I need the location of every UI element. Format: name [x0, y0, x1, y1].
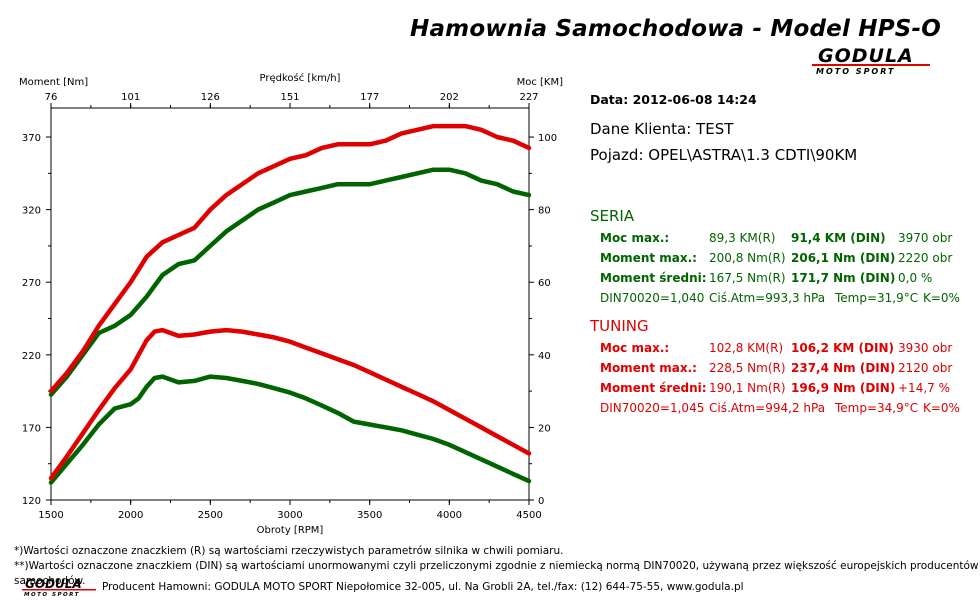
seria-avg-label: Moment średni:: [600, 271, 707, 285]
seria-torque-din: 206,1 Nm (DIN): [791, 251, 896, 265]
y-right-tick-label: 100: [538, 133, 557, 144]
x-tick-label: 2000: [118, 510, 143, 521]
seria-avg-din: 171,7 Nm (DIN): [791, 271, 896, 285]
tuning-torque-r: 228,5 Nm(R): [709, 361, 786, 375]
footnotes: *)Wartości oznaczone znaczkiem (R) są wa…: [14, 544, 980, 589]
seria-pressure: Ciś.Atm=993,3 hPa: [709, 291, 826, 305]
top-tick-label: 202: [440, 92, 459, 103]
y-left-axis-label: Moment [Nm]: [19, 77, 88, 88]
seria-torque-rpm: 2220 obr: [898, 251, 953, 265]
y-left-tick-label: 270: [22, 278, 41, 289]
tuning-k: K=0%: [923, 401, 960, 415]
x-tick-label: 2500: [198, 510, 223, 521]
series-line-seria-moment: [48, 374, 532, 485]
tuning-torque-label: Moment max.:: [600, 361, 697, 375]
x-tick-label: 3500: [357, 510, 382, 521]
x-tick-label: 4500: [516, 510, 541, 521]
x-axis-label: Obroty [RPM]: [257, 525, 324, 536]
seria-avg-r: 167,5 Nm(R): [709, 271, 786, 285]
tuning-power-rpm: 3930 obr: [898, 341, 953, 355]
x-tick-label: 1500: [38, 510, 63, 521]
logo-subtitle: MOTO SPORT: [816, 67, 896, 76]
tuning-din-norm: DIN70020=1,045: [600, 401, 705, 415]
seria-temp: Temp=31,9°C: [835, 291, 919, 305]
godula-logo-graphic: GODULA MOTO SPORT: [812, 45, 930, 76]
page-title: Hamownia Samochodowa - Model HPS-O: [410, 16, 942, 42]
tuning-torque-din: 237,4 Nm (DIN): [791, 361, 896, 375]
godula-logo-small: GODULA MOTO SPORT: [22, 577, 96, 598]
plot-frame: [50, 107, 530, 501]
y-right-axis-label: Moc [KM]: [517, 77, 564, 88]
top-tick-label: 101: [121, 92, 140, 103]
logo-small-subtitle: MOTO SPORT: [24, 592, 80, 597]
y-right-tick-label: 40: [538, 351, 551, 362]
tuning-power-r: 102,8 KM(R): [709, 341, 784, 355]
top-tick-label: 151: [280, 92, 299, 103]
y-left-tick-label: 170: [22, 423, 41, 434]
y-left-tick-label: 320: [22, 206, 41, 217]
seria-power-din: 91,4 KM (DIN): [791, 231, 886, 245]
dyno-chart: 1500 76 2000 101 2500 126 3000 151 3500 177 4000 20…: [19, 72, 564, 536]
seria-din-norm: DIN70020=1,040: [600, 291, 705, 305]
tuning-power-label: Moc max.:: [600, 341, 670, 355]
seria-heading: SERIA: [590, 207, 635, 225]
y-left-tick-label: 220: [22, 351, 41, 362]
y-right-tick-label: 0: [538, 496, 544, 507]
tuning-power-din: 106,2 KM (DIN): [791, 341, 894, 355]
seria-power-r: 89,3 KM(R): [709, 231, 776, 245]
seria-power-label: Moc max.:: [600, 231, 670, 245]
logo-small-word: GODULA: [25, 577, 82, 591]
tuning-torque-rpm: 2120 obr: [898, 361, 953, 375]
top-tick-label: 126: [201, 92, 220, 103]
producer-info: Producent Hamowni: GODULA MOTO SPORT Nie…: [102, 581, 744, 593]
seria-torque-r: 200,8 Nm(R): [709, 251, 786, 265]
y-left-tick-label: 120: [22, 496, 41, 507]
seria-torque-label: Moment max.:: [600, 251, 697, 265]
tuning-avg-din: 196,9 Nm (DIN): [791, 381, 896, 395]
vehicle-info: Pojazd: OPEL\ASTRA\1.3 CDTI\90KM: [590, 146, 858, 164]
footnote-real-values: *)Wartości oznaczone znaczkiem (R) są wa…: [14, 545, 564, 557]
seria-k: K=0%: [923, 291, 960, 305]
tuning-avg-r: 190,1 Nm(R): [709, 381, 786, 395]
top-tick-label: 177: [360, 92, 379, 103]
y-left-tick-label: 370: [22, 133, 41, 144]
tuning-avg-label: Moment średni:: [600, 381, 707, 395]
y-right-tick-label: 80: [538, 206, 551, 217]
top-tick-label: 76: [45, 92, 58, 103]
tuning-pressure: Ciś.Atm=994,2 hPa: [709, 401, 826, 415]
tuning-temp: Temp=34,9°C: [835, 401, 919, 415]
footnote-din-values: **)Wartości oznaczone znaczkiem (DIN) są…: [14, 560, 979, 587]
y-right-tick-label: 20: [538, 423, 551, 434]
x-tick-label: 3000: [277, 510, 302, 521]
tuning-heading: TUNING: [590, 317, 649, 335]
test-date: Data: 2012-06-08 14:24: [590, 92, 757, 107]
series-line-seria-power: [48, 167, 532, 397]
logo-word: GODULA: [818, 45, 914, 67]
godula-logo-small-graphic: GODULA MOTO SPORT: [22, 577, 96, 598]
godula-logo: GODULA MOTO SPORT: [812, 44, 930, 76]
seria-power-rpm: 3970 obr: [898, 231, 953, 245]
seria-avg-gain: 0,0 %: [898, 271, 933, 285]
series-line-tuning-moment: [48, 327, 532, 481]
x-tick-label: 4000: [437, 510, 462, 521]
series-line-tuning-power: [48, 123, 532, 394]
y-right-tick-label: 60: [538, 278, 551, 289]
top-tick-label: 227: [519, 92, 538, 103]
client-data: Dane Klienta: TEST: [590, 120, 734, 138]
tuning-avg-gain: +14,7 %: [898, 381, 950, 395]
top-axis-label: Prędkość [km/h]: [260, 72, 341, 84]
